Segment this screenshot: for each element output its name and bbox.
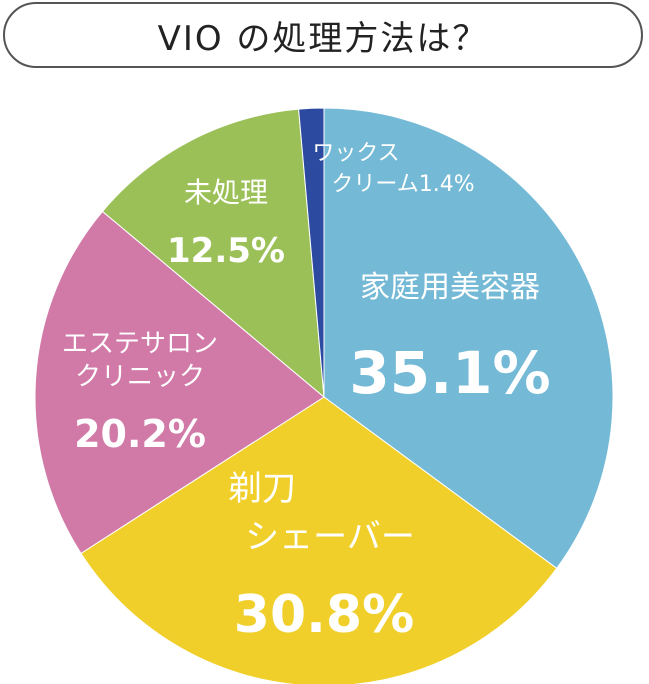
slice-label: 剃刀 [228,469,296,509]
pie-slice [80,396,558,684]
slice-value-label: 20.2% [74,412,206,456]
pie-slices [34,107,614,684]
slice-label: クリニック [75,362,205,392]
chart-title: VIO の処理方法は？ [3,2,643,68]
pie-slice [34,210,325,555]
slice-label: ワックス [312,141,399,166]
pie-slice [323,107,614,570]
slice-label: 未処理 [184,176,268,209]
slice-label: 家庭用美容器 [360,270,540,305]
slice-value-label: 35.1% [349,339,550,407]
slice-label: シェーバー [245,517,415,557]
slice-value-label: 30.8% [234,585,414,645]
slice-label: クリーム1.4% [331,172,474,197]
slice-value-label: 12.5% [167,231,285,271]
slice-label: エステサロン [62,329,218,359]
pie-slice [298,107,325,398]
pie-slice [101,108,325,399]
